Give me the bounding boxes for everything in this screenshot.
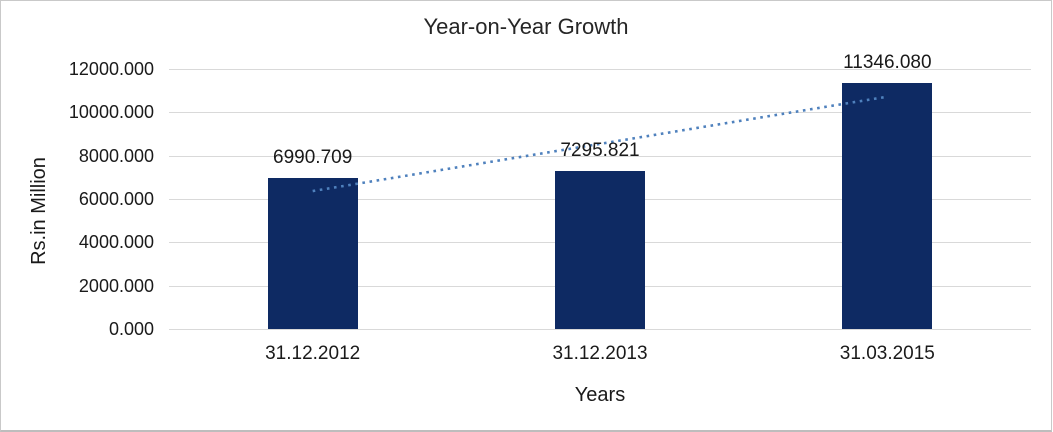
gridline <box>169 329 1031 330</box>
bar <box>555 170 645 329</box>
y-tick-label: 12000.000 <box>68 59 154 79</box>
y-tick-label: 8000.000 <box>78 145 154 166</box>
x-category-label: 31.12.2013 <box>552 343 648 364</box>
trendline <box>312 95 888 193</box>
y-tick-label: 0.000 <box>108 319 154 339</box>
bar-value-label: 6990.709 <box>273 146 353 168</box>
bar <box>842 83 933 329</box>
x-category-label: 31.03.2015 <box>839 343 935 364</box>
y-tick-label: 10000.000 <box>68 102 154 123</box>
bar-value-label: 7295.821 <box>560 139 640 161</box>
gridline <box>169 155 1031 157</box>
x-category-label: 31.12.2012 <box>265 343 361 364</box>
gridline <box>169 112 1031 114</box>
chart-title: Year-on-Year Growth <box>423 14 629 39</box>
y-tick-label: 4000.000 <box>78 232 154 253</box>
bar-value-label: 11346.080 <box>843 52 932 74</box>
gridline <box>169 69 1031 70</box>
bar <box>267 177 358 329</box>
x-axis-title: Years <box>574 384 626 406</box>
y-tick-label: 2000.000 <box>78 275 154 296</box>
plot-area <box>169 69 1031 330</box>
y-tick-label: 6000.000 <box>78 189 154 209</box>
